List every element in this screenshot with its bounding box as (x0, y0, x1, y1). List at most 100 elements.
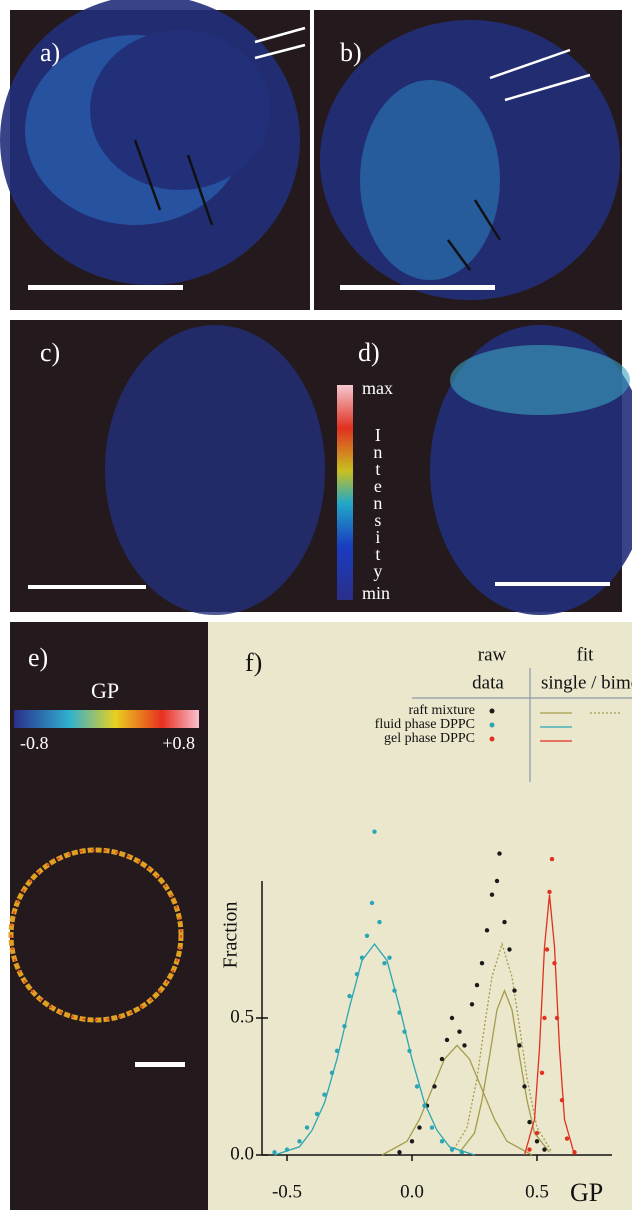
data-point (315, 1112, 319, 1116)
data-point (517, 1043, 521, 1047)
data-point (560, 1098, 564, 1102)
legend-header: single / bimodal (541, 672, 632, 693)
data-point (372, 829, 376, 833)
data-point (397, 1010, 401, 1014)
y-tick-label: 0.0 (230, 1143, 254, 1164)
figure: a) b) c) d) max Intensity min e) GP -0.8… (0, 0, 632, 1210)
legend-header: data (472, 672, 504, 693)
data-point (330, 1071, 334, 1075)
data-point (285, 1147, 289, 1151)
x-tick-label: -0.5 (272, 1181, 302, 1202)
data-point (542, 1016, 546, 1020)
colorbar-label: Intensity (368, 425, 388, 581)
data-point (460, 1150, 464, 1154)
y-tick-label: 0.5 (230, 1006, 254, 1027)
data-point (305, 1125, 309, 1129)
colorbar (337, 385, 353, 600)
data-point (527, 1120, 531, 1124)
data-point (432, 1084, 436, 1088)
data-point (407, 1049, 411, 1053)
cell (90, 30, 270, 190)
colorbar-max: max (362, 378, 393, 398)
legend-label: gel phase DPPC (384, 731, 475, 746)
data-point (490, 893, 494, 897)
data-point (555, 1016, 559, 1020)
data-point (572, 1150, 576, 1154)
data-point (497, 851, 501, 855)
data-point (450, 1147, 454, 1151)
data-point (402, 1030, 406, 1034)
data-point (365, 934, 369, 938)
data-point (547, 890, 551, 894)
data-point (440, 1139, 444, 1143)
data-point (415, 1084, 419, 1088)
gp-bar-min: -0.8 (20, 733, 49, 753)
data-point (485, 928, 489, 932)
data-point (527, 1147, 531, 1151)
scale-bar (28, 585, 146, 589)
data-point (450, 1016, 454, 1020)
data-point (370, 901, 374, 905)
data-point (335, 1049, 339, 1053)
data-point (540, 1071, 544, 1075)
legend-label: fluid phase DPPC (375, 717, 475, 732)
data-point (272, 1150, 276, 1154)
data-point (392, 988, 396, 992)
x-tick-label: 0.0 (400, 1181, 424, 1202)
legend-header: fit (577, 644, 595, 665)
scale-bar (28, 285, 183, 290)
legend-header: raw (478, 644, 507, 665)
chart-title: f) (245, 648, 262, 677)
data-point (507, 947, 511, 951)
data-point (470, 1002, 474, 1006)
data-point (387, 956, 391, 960)
data-point (462, 1043, 466, 1047)
gp-bar (14, 710, 199, 728)
gp-bar-title: GP (91, 678, 119, 703)
data-point (475, 983, 479, 987)
panel-label: c) (40, 338, 60, 367)
data-point (440, 1057, 444, 1061)
panel-label: b) (340, 38, 362, 67)
panel-label: d) (358, 338, 380, 367)
data-point (382, 961, 386, 965)
data-point (377, 920, 381, 924)
data-point (502, 920, 506, 924)
legend-label: raft mixture (409, 703, 475, 718)
panel-label: e) (28, 643, 48, 672)
x-axis-label: GP (570, 1178, 603, 1207)
x-tick-label: 0.5 (525, 1181, 549, 1202)
data-point (322, 1093, 326, 1097)
data-point (430, 1125, 434, 1129)
data-point (347, 994, 351, 998)
scale-bar (340, 285, 495, 290)
legend-marker (490, 709, 495, 714)
data-point (552, 961, 556, 965)
data-point (542, 1147, 546, 1151)
data-point (512, 988, 516, 992)
y-axis-label: Fraction (220, 902, 242, 969)
gp-bar-max: +0.8 (162, 733, 195, 753)
legend-marker (490, 723, 495, 728)
page: a) b) c) d) max Intensity min e) GP -0.8… (0, 0, 632, 1210)
cell (105, 325, 325, 615)
panel-label: a) (40, 38, 60, 67)
data-point (565, 1136, 569, 1140)
cell (450, 345, 630, 415)
data-point (417, 1125, 421, 1129)
data-point (480, 961, 484, 965)
scale-bar (135, 1062, 185, 1067)
data-point (355, 972, 359, 976)
data-point (422, 1103, 426, 1107)
data-point (535, 1131, 539, 1135)
colorbar-min: min (362, 583, 390, 603)
data-point (535, 1139, 539, 1143)
data-point (342, 1024, 346, 1028)
data-point (550, 857, 554, 861)
cell (360, 80, 500, 280)
data-point (522, 1084, 526, 1088)
data-point (297, 1139, 301, 1143)
scale-bar (495, 582, 610, 586)
data-point (495, 879, 499, 883)
data-point (445, 1038, 449, 1042)
